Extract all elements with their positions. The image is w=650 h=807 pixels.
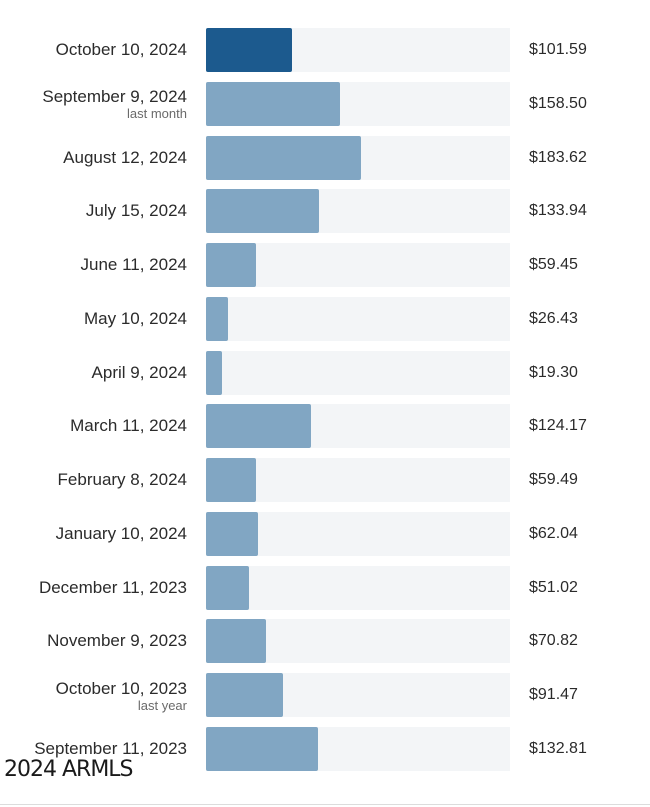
value-label: $132.81 [529, 739, 587, 757]
date-label-group: February 8, 2024 [58, 458, 187, 502]
value-label: $158.50 [529, 94, 587, 112]
date-label: February 8, 2024 [57, 470, 187, 489]
date-label-group: March 11, 2024 [70, 404, 187, 448]
bar-row: February 8, 2024 $59.49 [0, 458, 650, 502]
date-label: June 11, 2024 [80, 255, 188, 274]
bar-track [206, 189, 510, 234]
bar-track [206, 81, 510, 126]
date-label: August 12, 2024 [63, 147, 187, 167]
bar-row: August 12, 2024 $183.62 [0, 135, 650, 180]
value-label: $59.49 [529, 471, 578, 488]
date-label: March 11, 2024 [70, 416, 187, 436]
bar-track [206, 511, 510, 556]
bar-track [206, 673, 510, 717]
date-label: January 10, 2024 [55, 523, 187, 543]
bar-track [206, 726, 510, 771]
value-label: $19.30 [529, 363, 578, 381]
bar [206, 135, 362, 180]
bar [206, 296, 229, 341]
bar-row: December 11, 2023 $51.02 [0, 565, 650, 610]
value-label: $70.82 [529, 632, 578, 650]
bar [206, 511, 259, 556]
date-label-group: October 10, 2023 last year [56, 673, 187, 717]
value-label: $91.47 [529, 686, 578, 703]
value-label: $124.17 [529, 417, 587, 435]
date-label-group: October 10, 2024 [56, 28, 187, 72]
date-label: May 10, 2024 [83, 308, 187, 328]
date-label-group: June 11, 2024 [81, 243, 188, 287]
bar-track [206, 243, 510, 287]
bar-row: July 15, 2024 $133.94 [0, 189, 650, 234]
bar-row: January 10, 2024 $62.04 [0, 511, 650, 556]
bar [206, 243, 257, 287]
bottom-divider [0, 804, 650, 805]
date-label: October 10, 2024 [55, 40, 187, 59]
date-label: September 9, 2024 [42, 87, 187, 107]
bar [206, 404, 311, 449]
date-sublabel: last month [127, 106, 187, 122]
bar-current [206, 28, 292, 72]
bar-row: November 9, 2023 $70.82 [0, 619, 650, 664]
bar-track [206, 28, 510, 72]
date-label-group: November 9, 2023 [47, 619, 187, 663]
bar [206, 619, 266, 664]
bar-track [206, 135, 510, 180]
bar-row: May 10, 2024 $26.43 [0, 296, 650, 341]
value-label: $26.43 [529, 309, 578, 327]
value-label: $51.02 [529, 578, 578, 596]
bar [206, 458, 257, 502]
date-label-group: September 11, 2023 [34, 727, 187, 771]
date-label: October 10, 2023 [55, 678, 187, 698]
date-label-group: May 10, 2024 [84, 297, 187, 341]
bar-track [206, 404, 510, 449]
bar-row: October 10, 2023 last year $91.47 [0, 673, 650, 717]
value-label: $59.45 [529, 256, 578, 273]
bar [206, 726, 319, 771]
bar [206, 565, 250, 610]
value-label: $62.04 [529, 524, 578, 542]
bar-track [206, 296, 510, 341]
value-label: $101.59 [529, 41, 587, 58]
value-label: $133.94 [529, 202, 587, 220]
bar [206, 189, 320, 234]
bar-row: September 9, 2024 last month $158.50 [0, 81, 650, 126]
date-label: September 11, 2023 [34, 738, 187, 758]
value-label: $183.62 [529, 148, 587, 166]
bar-row: April 9, 2024 $19.30 [0, 350, 650, 395]
date-sublabel: last year [137, 697, 187, 713]
date-label: July 15, 2024 [85, 201, 187, 221]
bar-track [206, 619, 510, 664]
billing-history-chart: October 10, 2024 $101.59 September 9, 2024… [0, 28, 650, 771]
date-label-group: September 9, 2024 last month [42, 82, 187, 126]
date-label: November 9, 2023 [47, 631, 187, 651]
bar-row: June 11, 2024 $59.45 [0, 243, 650, 287]
bar-row: October 10, 2024 $101.59 [0, 28, 650, 72]
date-label: December 11, 2023 [38, 577, 187, 597]
bar-track [206, 565, 510, 610]
bar [206, 673, 284, 717]
watermark: 2024 ARMLS [4, 757, 134, 782]
date-label-group: August 12, 2024 [63, 136, 187, 180]
date-label-group: April 9, 2024 [92, 351, 187, 395]
bar [206, 81, 340, 126]
bar-track [206, 350, 510, 395]
date-label: April 9, 2024 [91, 362, 187, 382]
bar-track [206, 458, 510, 502]
bar-row: September 11, 2023 $132.81 [0, 726, 650, 771]
bar-row: March 11, 2024 $124.17 [0, 404, 650, 449]
bar [206, 350, 223, 395]
date-label-group: July 15, 2024 [86, 189, 187, 233]
date-label-group: December 11, 2023 [39, 566, 187, 610]
date-label-group: January 10, 2024 [56, 512, 187, 556]
